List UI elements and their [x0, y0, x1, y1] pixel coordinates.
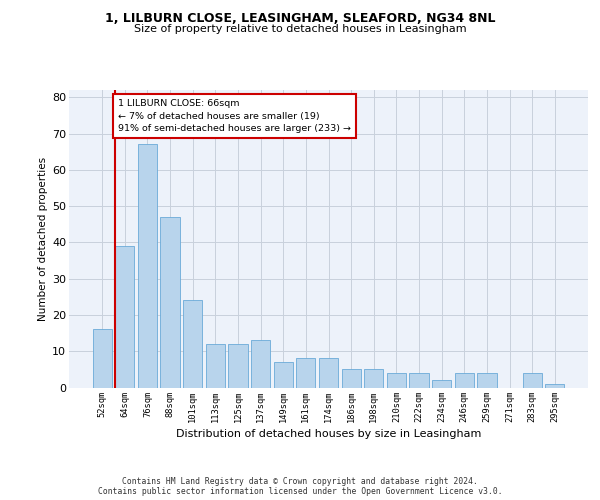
Bar: [138, 144, 157, 388]
Bar: [319, 358, 338, 388]
Text: 1 LILBURN CLOSE: 66sqm
← 7% of detached houses are smaller (19)
91% of semi-deta: 1 LILBURN CLOSE: 66sqm ← 7% of detached …: [118, 99, 351, 133]
Bar: [183, 300, 202, 388]
Bar: [251, 340, 270, 388]
Text: Size of property relative to detached houses in Leasingham: Size of property relative to detached ho…: [134, 24, 466, 34]
Bar: [477, 373, 497, 388]
Text: Contains HM Land Registry data © Crown copyright and database right 2024.
Contai: Contains HM Land Registry data © Crown c…: [98, 476, 502, 496]
Bar: [432, 380, 451, 388]
Bar: [274, 362, 293, 388]
Bar: [364, 370, 383, 388]
Bar: [206, 344, 225, 388]
Y-axis label: Number of detached properties: Number of detached properties: [38, 156, 48, 321]
Bar: [455, 373, 474, 388]
Bar: [523, 373, 542, 388]
Bar: [160, 217, 180, 388]
Bar: [545, 384, 565, 388]
Bar: [229, 344, 248, 388]
Bar: [296, 358, 316, 388]
Text: 1, LILBURN CLOSE, LEASINGHAM, SLEAFORD, NG34 8NL: 1, LILBURN CLOSE, LEASINGHAM, SLEAFORD, …: [105, 12, 495, 26]
Bar: [341, 370, 361, 388]
X-axis label: Distribution of detached houses by size in Leasingham: Distribution of detached houses by size …: [176, 428, 481, 438]
Bar: [92, 330, 112, 388]
Bar: [409, 373, 428, 388]
Bar: [387, 373, 406, 388]
Bar: [115, 246, 134, 388]
